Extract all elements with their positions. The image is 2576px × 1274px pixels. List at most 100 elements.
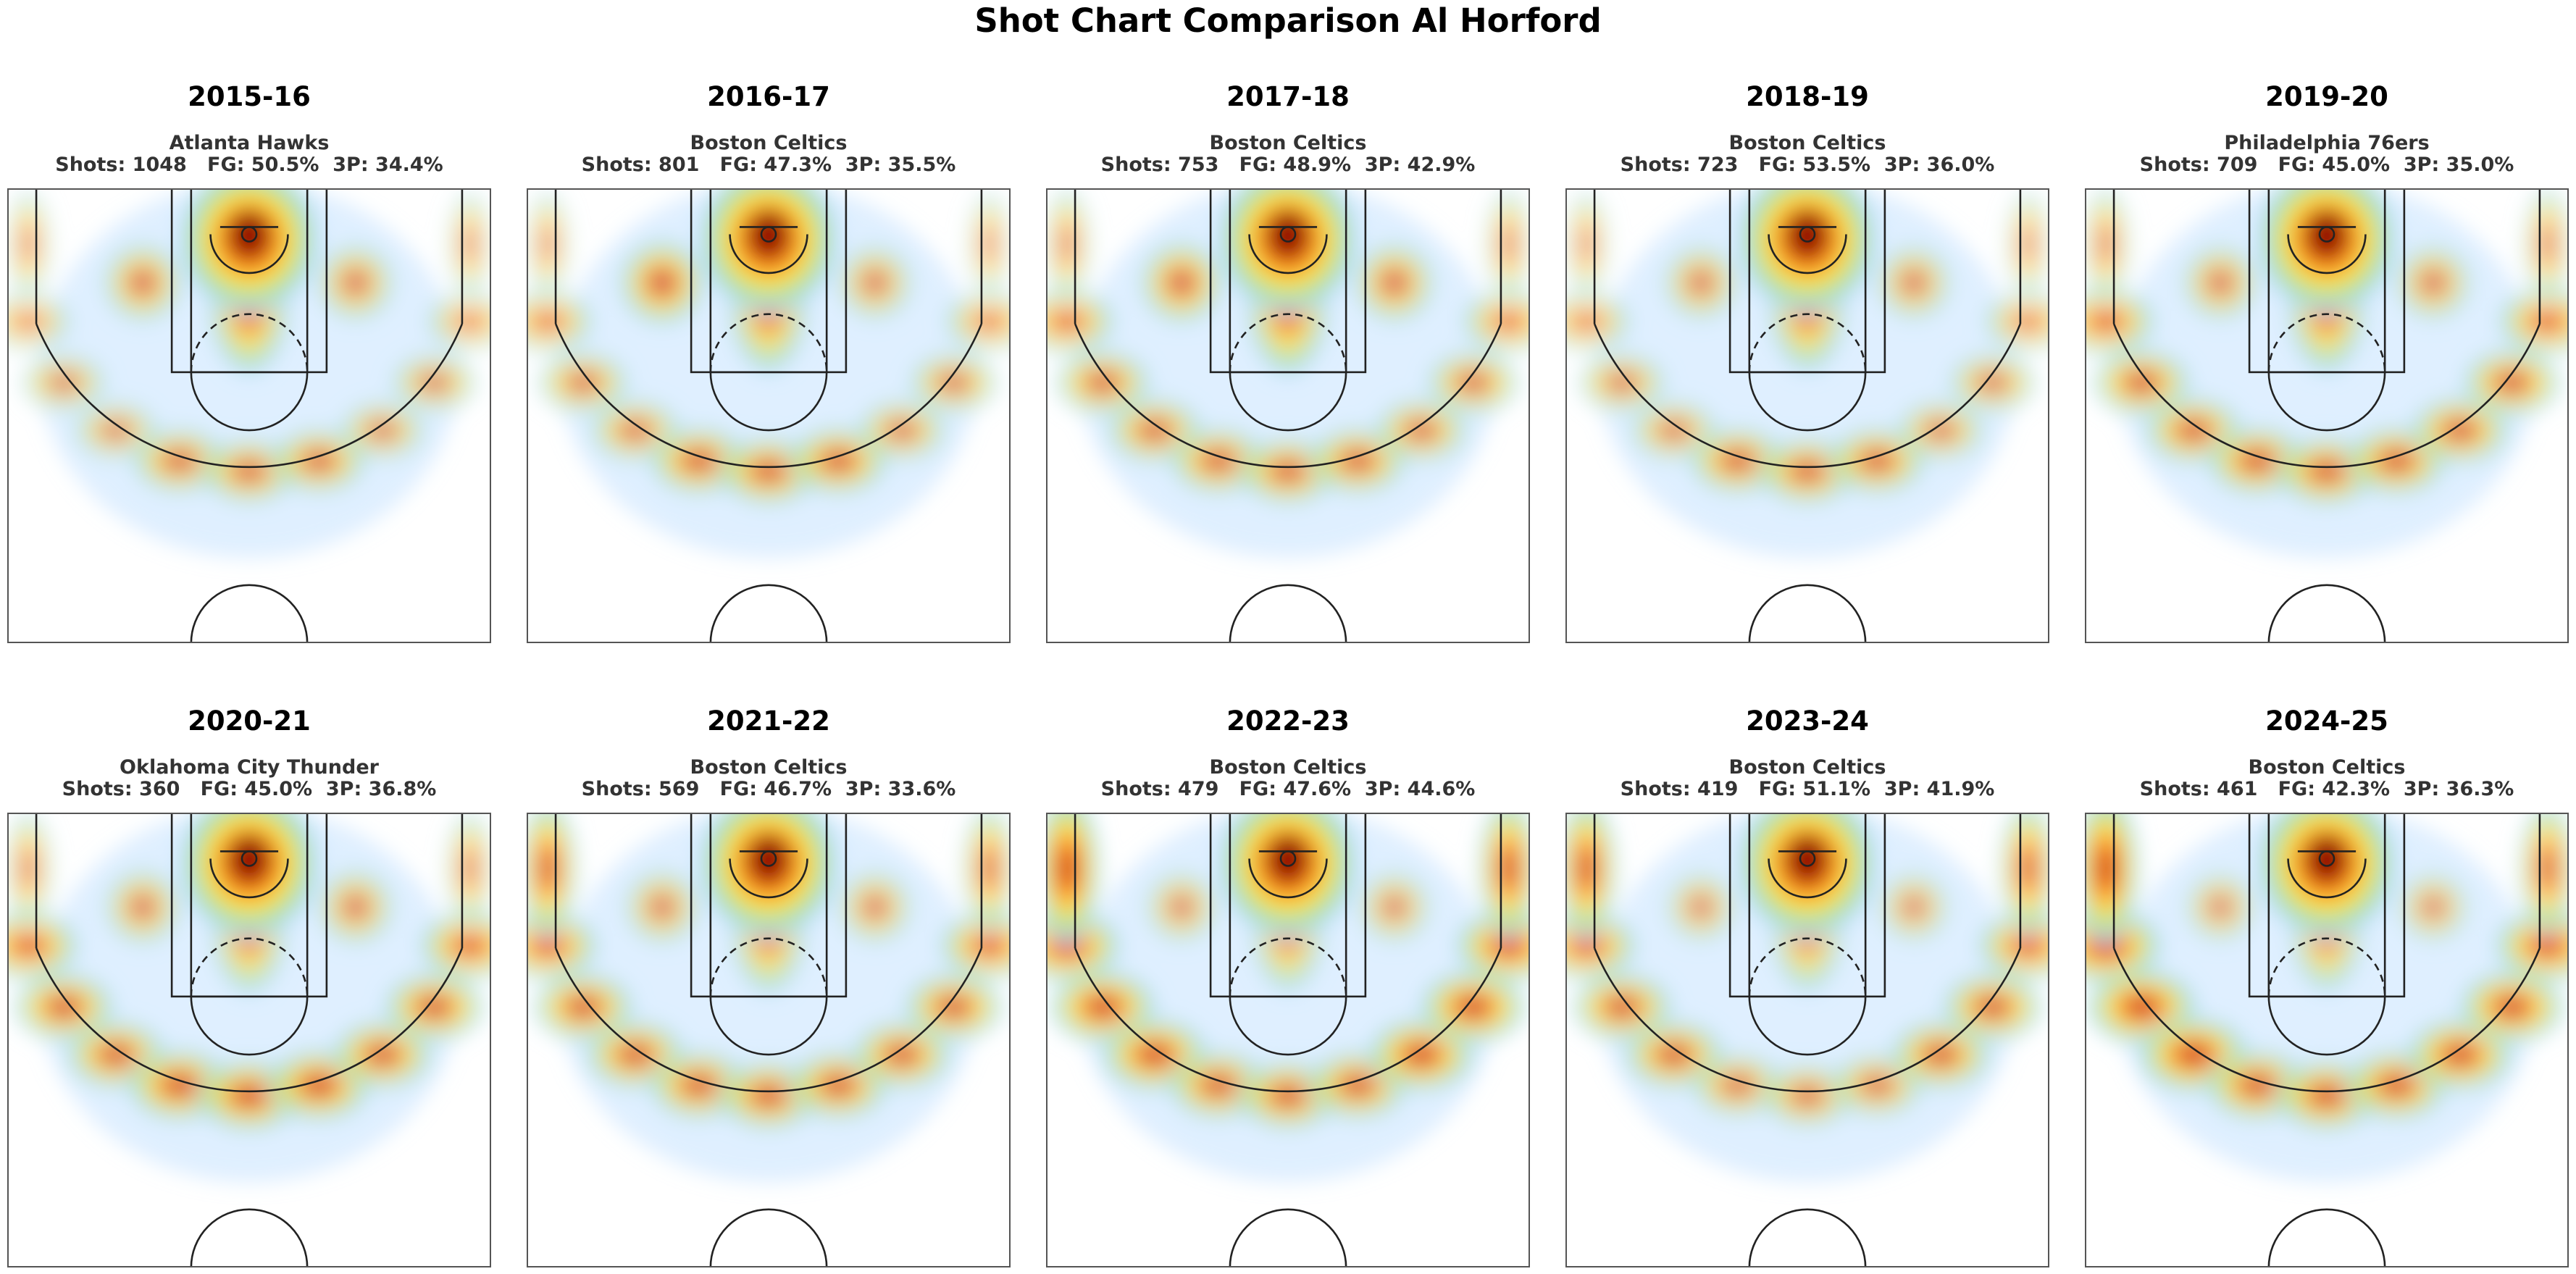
court-border xyxy=(1565,188,2049,643)
density-layer xyxy=(1565,813,2049,1183)
center-circle xyxy=(709,584,828,643)
density-blob-arc3-7 xyxy=(906,350,1001,415)
shot-chart-court xyxy=(7,813,491,1267)
paint-inner xyxy=(1229,813,1347,998)
free-throw-top xyxy=(190,996,309,1056)
panel-team-name: Boston Celtics xyxy=(690,756,848,779)
three-point-arc xyxy=(1074,947,1502,1093)
three-point-arc xyxy=(1593,323,2022,469)
free-throw-bottom xyxy=(1229,313,1347,372)
chart-title: Shot Chart Comparison Al Horford xyxy=(974,1,1602,40)
density-blob-arc3-1 xyxy=(1053,348,1153,417)
shot-chart-court xyxy=(7,188,491,643)
free-throw-top xyxy=(1748,996,1867,1056)
density-blob-arc3-6 xyxy=(1894,398,1988,463)
center-circle xyxy=(2267,1208,2386,1267)
paint-inner xyxy=(1748,813,1867,998)
panel-stats-line: Shots: 419 FG: 51.1% 3P: 41.9% xyxy=(1620,778,1995,800)
free-throw-top xyxy=(709,996,828,1056)
three-point-arc xyxy=(2112,947,2541,1093)
restricted-area xyxy=(2287,234,2367,275)
density-layer xyxy=(2085,188,2569,558)
court-lines xyxy=(7,188,491,643)
density-blob-right-midrange xyxy=(1874,243,1954,323)
density-blob-right-midrange xyxy=(2393,242,2474,323)
court-lines xyxy=(7,813,491,1267)
free-throw-bottom xyxy=(709,313,828,372)
paint-inner xyxy=(709,188,828,374)
density-blob-left-midrange xyxy=(1661,243,1741,323)
density-rim-core xyxy=(2305,834,2349,884)
density-rim-core xyxy=(1786,834,1829,884)
three-point-arc xyxy=(35,323,464,469)
center-circle xyxy=(1748,1208,1867,1267)
density-blob-left-midrange xyxy=(101,240,185,325)
density-blob-arc3-0 xyxy=(1046,287,1118,356)
three-point-arc xyxy=(1593,947,2022,1093)
court-lines xyxy=(2085,188,2569,643)
density-blob-arc3-6 xyxy=(854,398,950,463)
free-throw-bottom xyxy=(190,313,309,372)
court-border xyxy=(7,188,491,643)
court-border xyxy=(527,813,1011,1267)
center-circle xyxy=(1748,584,1867,643)
density-blob-left-midrange xyxy=(2183,869,2259,945)
density-blob-left-midrange xyxy=(616,238,708,328)
court-border xyxy=(2085,813,2569,1267)
density-blob-arc3-6 xyxy=(1372,396,1471,464)
density-blob-arc3-1 xyxy=(1576,351,1669,415)
density-blob-arc3-8 xyxy=(1459,288,1530,356)
center-circle xyxy=(709,1208,828,1267)
shot-chart-court xyxy=(527,813,1011,1267)
free-throw-top xyxy=(2267,372,2386,432)
center-circle xyxy=(190,584,309,643)
paint-inner xyxy=(190,188,309,374)
restricted-area xyxy=(1768,858,1847,899)
court-lines xyxy=(1046,188,1530,643)
court-lines xyxy=(527,813,1011,1267)
free-throw-bottom xyxy=(2267,937,2386,997)
density-blob-arc3-8 xyxy=(1981,289,2049,354)
density-blob-arc3-1 xyxy=(19,351,109,414)
density-blob-right-corner3 xyxy=(2518,813,2569,938)
court-border xyxy=(7,813,491,1267)
free-throw-top xyxy=(709,372,828,432)
density-rim-core xyxy=(747,834,790,884)
paint-inner xyxy=(2267,813,2386,998)
density-blob-right-corner3 xyxy=(2004,188,2049,300)
restricted-area xyxy=(209,234,289,275)
panel-season-title: 2024-25 xyxy=(2265,705,2388,737)
court-lines xyxy=(527,188,1011,643)
paint-inner xyxy=(709,813,828,998)
court-lines xyxy=(1046,813,1530,1267)
court-border xyxy=(1046,813,1530,1267)
free-throw-bottom xyxy=(1748,313,1867,372)
density-blob-left-midrange xyxy=(1663,869,1739,945)
density-blob-arc3-7 xyxy=(381,971,488,1044)
panel-stats-line: Shots: 461 FG: 42.3% 3P: 36.3% xyxy=(2139,778,2514,800)
panel-team-name: Boston Celtics xyxy=(1728,756,1886,779)
paint-inner xyxy=(1229,188,1347,374)
density-blob-right-midrange xyxy=(835,243,915,323)
density-blob-right-corner3 xyxy=(2522,188,2569,304)
center-circle xyxy=(1229,1208,1347,1267)
free-throw-top xyxy=(190,372,309,432)
free-throw-bottom xyxy=(1229,937,1347,997)
density-rim-core xyxy=(1266,209,1310,259)
shot-chart-court xyxy=(1565,813,2049,1267)
panel-team-name: Boston Celtics xyxy=(2248,756,2406,779)
density-blob-right-midrange xyxy=(1352,240,1437,325)
density-blob-arc3-8 xyxy=(417,909,491,982)
free-throw-top xyxy=(2267,996,2386,1056)
panel-stats-line: Shots: 360 FG: 45.0% 3P: 36.8% xyxy=(62,778,437,800)
density-blob-left-corner3 xyxy=(7,188,53,301)
density-blob-left-corner3 xyxy=(1565,188,1610,300)
density-blob-arc3-7 xyxy=(1417,968,1529,1046)
density-blob-arc3-8 xyxy=(424,290,491,353)
shot-chart-court xyxy=(1046,813,1530,1267)
density-blob-right-midrange xyxy=(835,868,915,947)
free-throw-top xyxy=(1229,996,1347,1056)
density-blob-left-corner3 xyxy=(1046,188,1092,303)
density-layer xyxy=(1046,813,1530,1183)
panel-team-name: Oklahoma City Thunder xyxy=(120,756,379,779)
